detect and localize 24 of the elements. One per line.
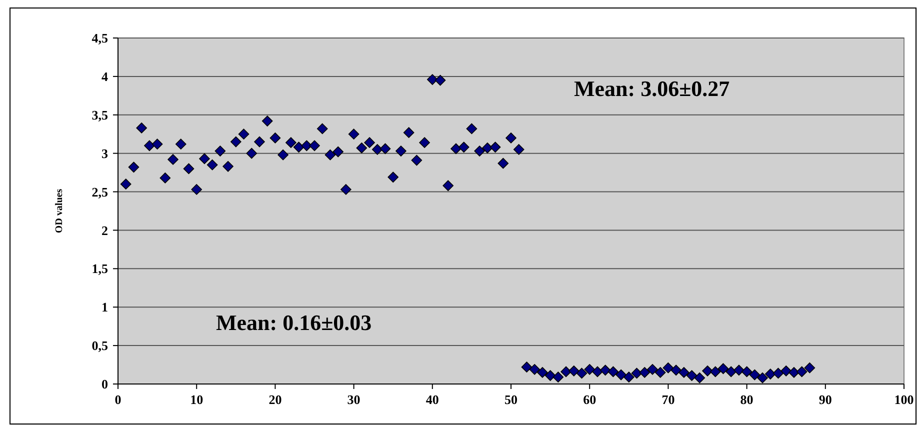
y-tick-label: 1,5 bbox=[92, 261, 108, 276]
y-tick-label: 0 bbox=[102, 376, 108, 392]
y-tick-label: 2,5 bbox=[92, 184, 108, 200]
y-tick-label: 2 bbox=[102, 222, 108, 238]
y-axis-title: OD values bbox=[54, 188, 65, 234]
y-tick-label: 3 bbox=[102, 146, 108, 161]
x-tick-label: 0 bbox=[114, 392, 122, 407]
y-tick-label: 3,5 bbox=[92, 107, 108, 122]
x-tick-label: 70 bbox=[662, 392, 675, 407]
x-tick-label: 90 bbox=[818, 392, 832, 407]
y-tick-label: 1 bbox=[102, 300, 108, 315]
x-tick-label: 10 bbox=[190, 392, 204, 407]
annotation: Mean: 3.06±0.27 bbox=[574, 76, 730, 101]
x-tick-label: 40 bbox=[426, 392, 439, 407]
y-tick-label: 0,5 bbox=[92, 338, 108, 354]
x-tick-label: 50 bbox=[504, 392, 518, 407]
x-tick-label: 20 bbox=[268, 392, 282, 407]
y-tick-label: 4 bbox=[102, 68, 108, 84]
x-tick-label: 30 bbox=[347, 392, 360, 407]
x-tick-label: 100 bbox=[894, 392, 914, 407]
x-tick-label: 60 bbox=[583, 392, 596, 407]
y-tick-label: 4,5 bbox=[92, 30, 108, 46]
x-tick-label: 80 bbox=[740, 392, 754, 407]
annotation: Mean: 0.16±0.03 bbox=[216, 310, 372, 335]
